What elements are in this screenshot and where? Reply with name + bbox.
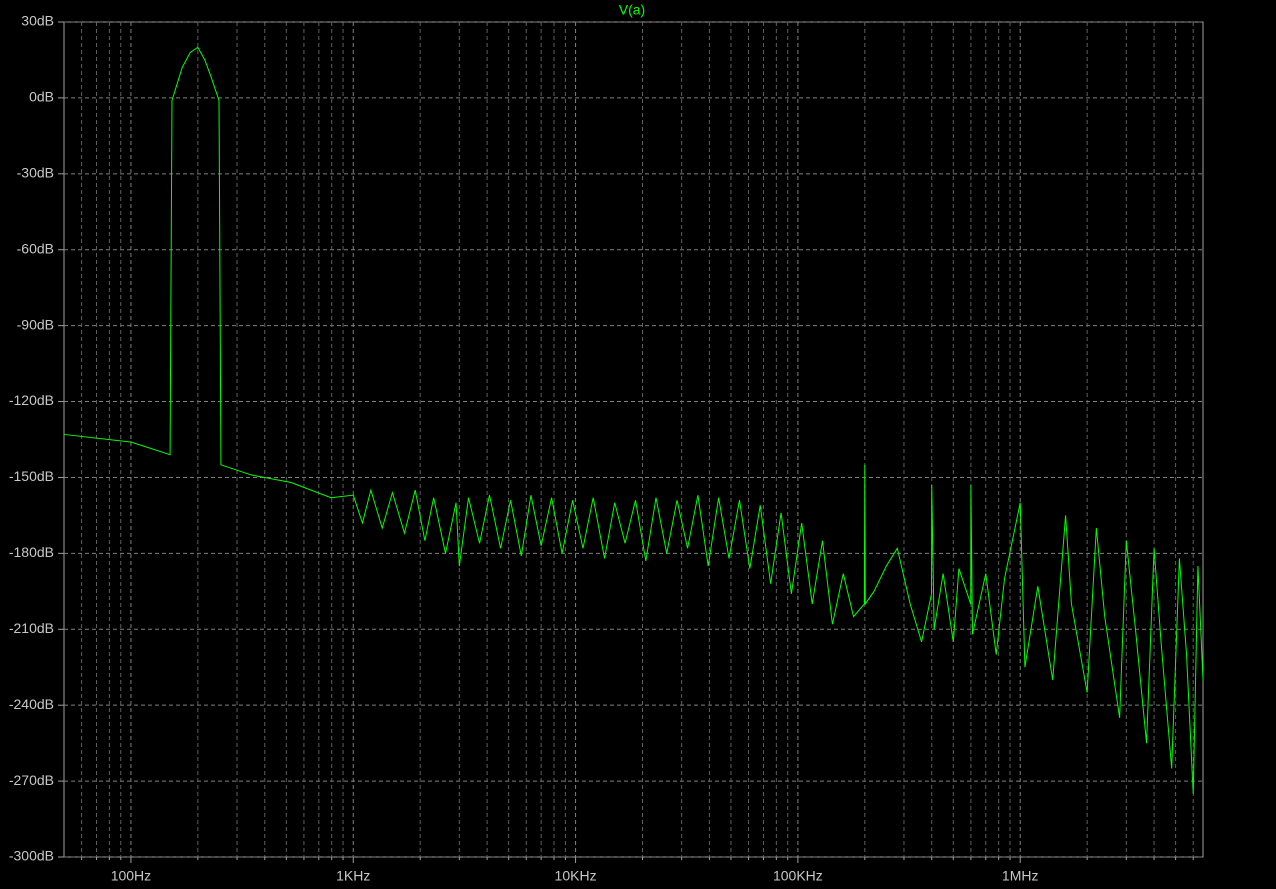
plot-frame: [63, 21, 1204, 858]
y-tick-label: -30dB: [17, 165, 54, 181]
y-tick-label: -180dB: [9, 544, 54, 560]
y-tick-label: 30dB: [21, 13, 54, 29]
y-tick-label: -60dB: [17, 240, 54, 256]
x-tick-label: 10KHz: [555, 868, 597, 884]
y-tick-label: -210dB: [9, 620, 54, 636]
y-tick-label: -270dB: [9, 772, 54, 788]
series-line: [63, 46, 1204, 794]
y-tick-label: 0dB: [29, 89, 54, 105]
x-tick-label: 100Hz: [111, 868, 151, 884]
x-tick-label: 100KHz: [773, 868, 823, 884]
y-tick-label: -90dB: [17, 316, 54, 332]
y-tick-label: -240dB: [9, 696, 54, 712]
x-tick-label: 1MHz: [1002, 868, 1039, 884]
series-label: V(a): [619, 2, 645, 18]
y-tick-label: -150dB: [9, 468, 54, 484]
y-tick-label: -120dB: [9, 392, 54, 408]
y-tick-label: -300dB: [9, 848, 54, 864]
x-tick-label: 1KHz: [336, 868, 370, 884]
